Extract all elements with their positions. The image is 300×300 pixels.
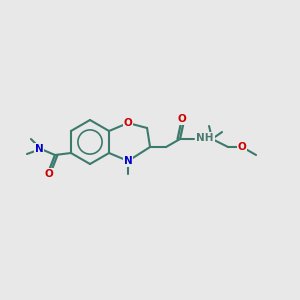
Text: N: N bbox=[124, 156, 132, 166]
Text: NH: NH bbox=[196, 133, 214, 143]
Text: O: O bbox=[178, 114, 186, 124]
Text: N: N bbox=[34, 144, 43, 154]
Text: O: O bbox=[45, 169, 53, 179]
Text: O: O bbox=[124, 118, 132, 128]
Text: O: O bbox=[238, 142, 246, 152]
